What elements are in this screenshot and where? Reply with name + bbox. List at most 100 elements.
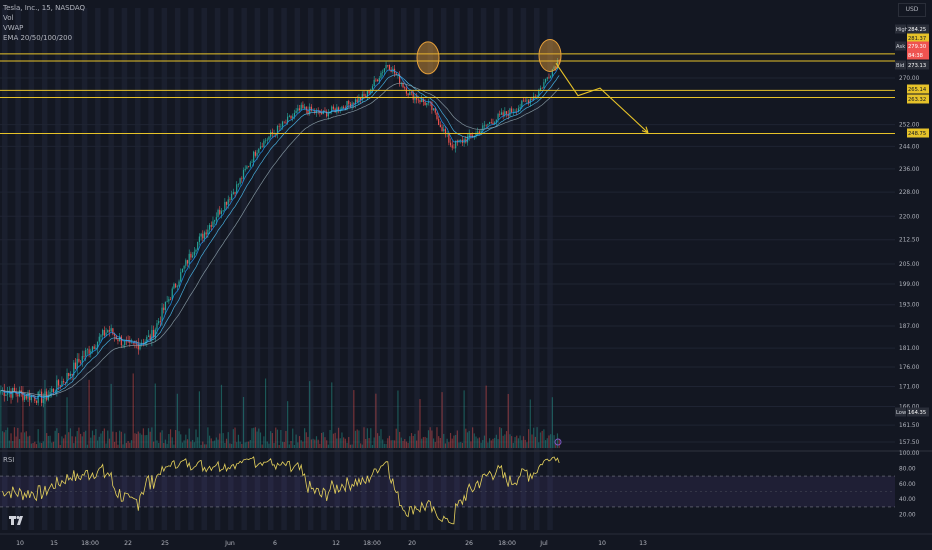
volume-bar xyxy=(29,435,31,448)
ema-label[interactable]: EMA 20/50/100/200 xyxy=(3,34,73,42)
volume-bar xyxy=(93,435,95,448)
candle-body xyxy=(280,126,282,128)
candle-body xyxy=(100,335,102,337)
volume-bar xyxy=(475,436,477,448)
volume-bar xyxy=(422,437,424,448)
candle-body xyxy=(444,129,447,134)
price-tick-label: 252.00 xyxy=(899,123,920,129)
candle-body xyxy=(163,307,165,311)
volume-bar xyxy=(39,442,41,448)
candle-body xyxy=(337,107,340,112)
volume-bar xyxy=(80,433,82,448)
candle-body xyxy=(68,372,70,377)
volume-bar xyxy=(354,430,357,448)
volume-bar xyxy=(63,438,65,448)
candle-body xyxy=(378,77,380,82)
price-tick-label: 205.00 xyxy=(899,262,920,268)
volume-bar xyxy=(432,438,435,448)
candle-body xyxy=(220,211,223,214)
volume-bar xyxy=(393,440,396,448)
candle-body xyxy=(112,328,114,335)
volume-bar xyxy=(470,441,472,448)
candle-body xyxy=(256,152,258,156)
last-bar-marker xyxy=(554,438,562,446)
volume-bar xyxy=(83,432,85,448)
candle-body xyxy=(205,232,207,235)
volume-bar xyxy=(195,429,197,448)
candle-body xyxy=(119,336,121,342)
volume-bar xyxy=(139,433,141,448)
volume-bar xyxy=(103,428,105,448)
candle-body xyxy=(185,260,187,266)
candle-body xyxy=(451,145,453,148)
candle-body xyxy=(539,87,542,92)
volume-bar xyxy=(202,441,204,448)
volume-bar xyxy=(376,433,379,448)
volume-bar xyxy=(61,436,63,448)
candle-body xyxy=(63,381,65,383)
candle-body xyxy=(88,349,90,354)
session-band xyxy=(95,8,101,530)
currency-selector[interactable]: USD xyxy=(898,3,926,17)
price-tag-label: Bid xyxy=(896,63,904,69)
volume-bar xyxy=(519,435,521,448)
volume-bar xyxy=(363,427,365,448)
volume-bar xyxy=(227,432,229,448)
volume-bar xyxy=(533,427,535,448)
volume-bar xyxy=(237,434,240,448)
volume-bar xyxy=(115,432,117,448)
volume-bar xyxy=(229,443,231,448)
volume-bar xyxy=(142,428,144,448)
volume-bar xyxy=(360,443,362,448)
price-tag-value: 248.75 xyxy=(908,131,926,137)
price-tag-bg xyxy=(907,33,929,43)
volume-bar xyxy=(309,381,311,448)
volume-label[interactable]: Vol xyxy=(3,14,14,22)
candle-body xyxy=(514,111,516,113)
candle-body xyxy=(268,136,270,140)
volume-bar xyxy=(129,442,131,448)
candle-body xyxy=(511,108,513,113)
candle-body xyxy=(61,381,63,387)
candle-body xyxy=(502,112,504,116)
volume-bar xyxy=(239,441,241,448)
volume-bar xyxy=(175,430,177,448)
volume-bar xyxy=(307,436,309,448)
volume-bar xyxy=(287,401,289,448)
rsi-pane-label[interactable]: RSI xyxy=(3,456,15,464)
candle-body xyxy=(34,396,36,401)
symbol-title[interactable]: Tesla, Inc., 15, NASDAQ xyxy=(3,4,86,12)
volume-bar xyxy=(553,435,555,448)
volume-bar xyxy=(351,444,353,448)
time-tick-label: 18:00 xyxy=(498,540,516,547)
candle-body xyxy=(158,321,160,324)
volume-bar xyxy=(254,427,256,448)
price-tag-label-bg xyxy=(895,407,906,417)
time-tick-label: 26 xyxy=(465,540,473,547)
candle-body xyxy=(173,283,175,289)
volume-bar xyxy=(444,443,447,448)
volume-bar xyxy=(431,430,433,448)
volume-bar xyxy=(297,442,299,448)
volume-bar xyxy=(7,427,9,448)
candle-body xyxy=(478,131,480,135)
volume-bar xyxy=(71,436,73,448)
vwap-label[interactable]: VWAP xyxy=(3,24,24,32)
volume-bar xyxy=(458,442,460,448)
volume-bar xyxy=(51,442,53,448)
candle-body xyxy=(44,391,46,400)
session-band xyxy=(161,8,168,530)
volume-bar xyxy=(480,442,482,448)
volume-bar xyxy=(544,440,547,448)
candle-body xyxy=(315,110,318,113)
volume-bar xyxy=(17,427,19,448)
rsi-tick-label: 100.00 xyxy=(899,451,920,457)
volume-bar xyxy=(256,431,258,448)
price-tag-label: Ask xyxy=(896,44,905,50)
session-band xyxy=(534,8,540,530)
candle-body xyxy=(12,387,14,398)
candle-body xyxy=(436,112,438,120)
